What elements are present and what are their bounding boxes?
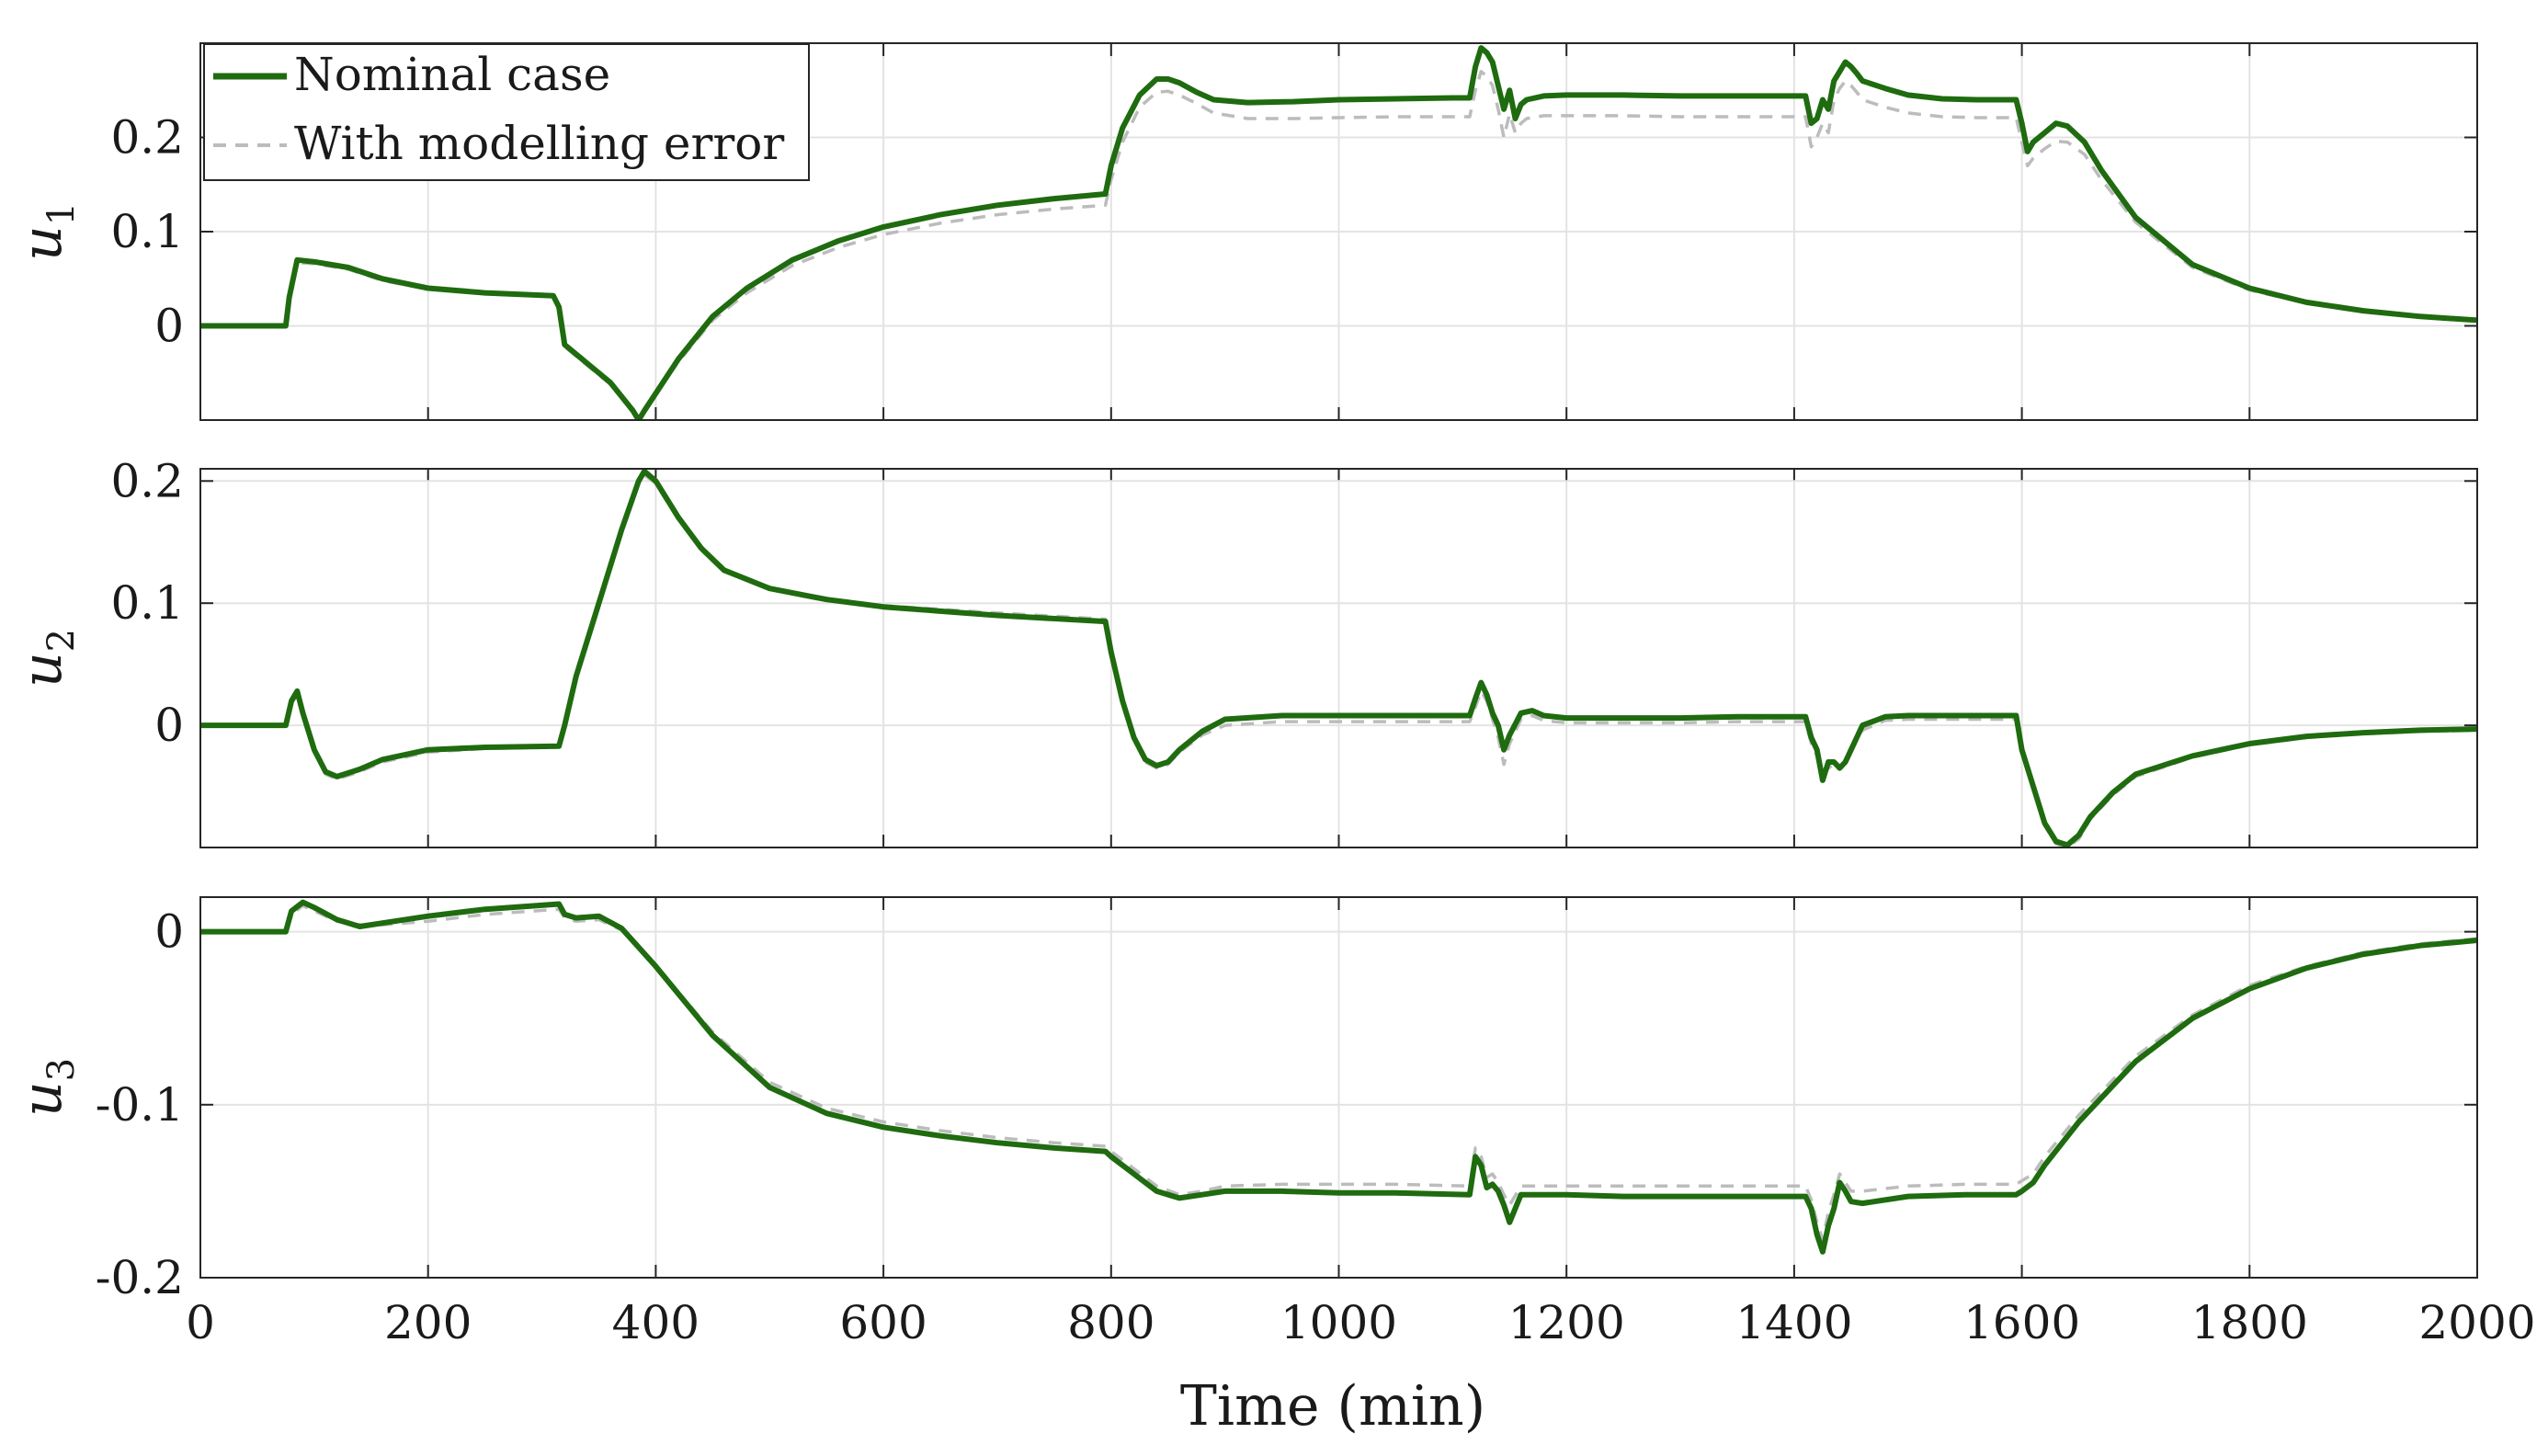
axes-frame (199, 42, 2478, 421)
y-axis-label-subscript: 2 (40, 629, 83, 652)
y-tick-label: 0.1 (110, 205, 184, 258)
legend-label-nominal: Nominal case (294, 48, 610, 101)
x-tick-label: 1400 (1735, 1296, 1852, 1349)
legend-box (203, 43, 810, 181)
y-tick-label: 0 (154, 699, 184, 752)
y-axis-label-var: u (10, 225, 74, 261)
series-line-nominal (200, 469, 2477, 847)
x-tick-label: 1600 (1963, 1296, 2080, 1349)
y-tick-label: -0.2 (96, 1251, 184, 1304)
series-line-nominal (200, 899, 2477, 1255)
x-tick-label: 1000 (1280, 1296, 1397, 1349)
x-axis-label: Time (min) (1180, 1374, 1485, 1439)
y-tick-label: 0.1 (110, 576, 184, 630)
y-tick-label: 0 (154, 300, 184, 353)
x-tick-label: 1800 (2191, 1296, 2308, 1349)
legend-label-modelling-error: With modelling error (294, 117, 784, 170)
panel-u3: 0 200 400 600 800 1000 1200 1400 1600 1800 20000-0… (10, 896, 2536, 1349)
x-tick-label: 0 (186, 1296, 215, 1349)
y-axis-label-u3: u3 (10, 1058, 83, 1117)
y-tick-label: 0 (154, 905, 184, 959)
panel-u2: 0 0.1 0.2 u2 (10, 454, 2478, 848)
y-axis-label-subscript: 1 (40, 202, 83, 225)
x-tick-label: 2000 (2418, 1296, 2535, 1349)
series-line-nominal (200, 45, 2477, 420)
x-tick-label: 400 (612, 1296, 700, 1349)
y-axis-label-u1: u1 (10, 202, 83, 261)
y-axis-label-var: u (10, 652, 74, 688)
x-tick-label: 200 (384, 1296, 472, 1349)
y-tick-label: 0.2 (110, 111, 184, 165)
y-axis-label-subscript: 3 (40, 1058, 83, 1081)
x-tick-label: 600 (839, 1296, 927, 1349)
axes-frame (199, 896, 2478, 1279)
axes-frame (199, 468, 2478, 848)
y-tick-label: 0.2 (110, 454, 184, 507)
y-tick-label: -0.1 (96, 1078, 184, 1132)
x-tick-label: 1200 (1508, 1296, 1625, 1349)
y-axis-label-var: u (10, 1081, 74, 1117)
legend: Nominal case With modelling error (203, 43, 810, 181)
y-axis-label-u2: u2 (10, 629, 83, 688)
x-tick-label: 800 (1067, 1296, 1155, 1349)
